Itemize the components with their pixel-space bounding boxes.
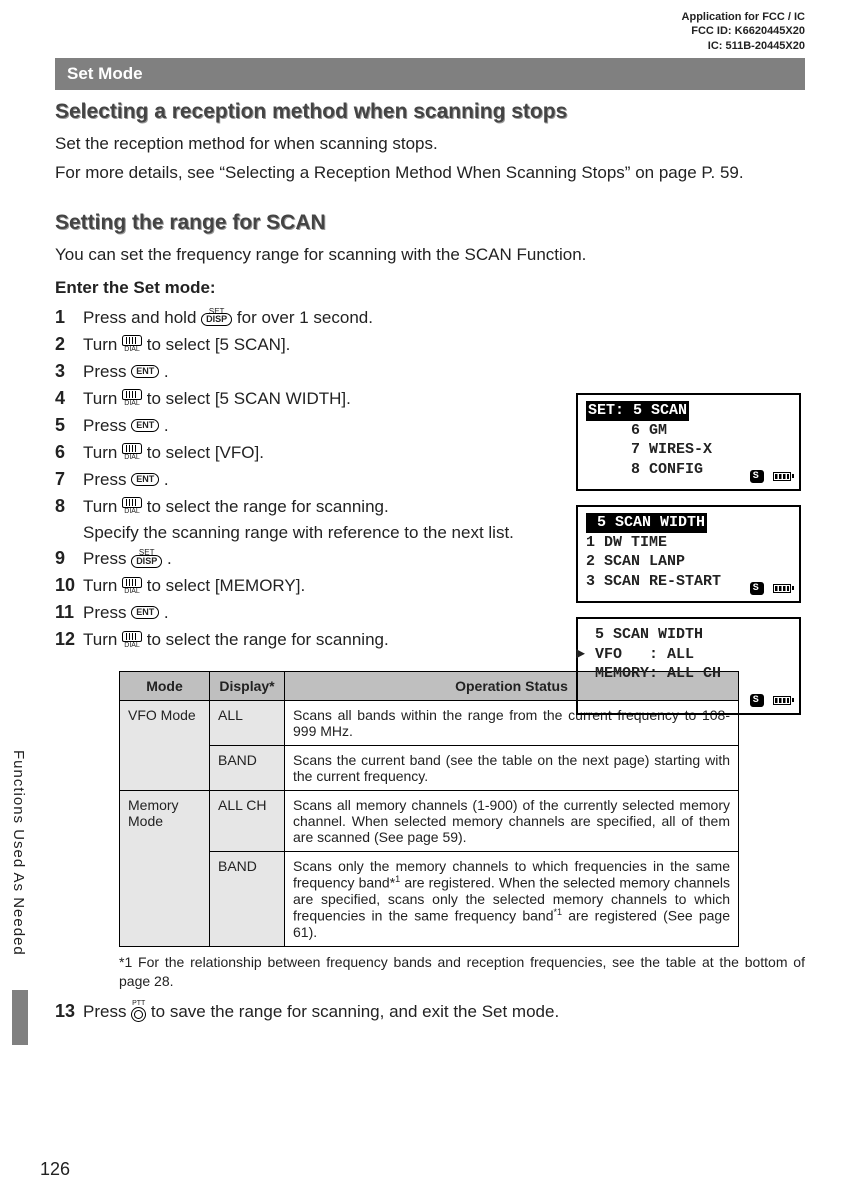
lcd-group: SET: 5 SCAN 6 GM 7 WIRES-X 8 CONFIG S 5 … xyxy=(576,393,801,729)
step-text: Press xyxy=(83,549,131,568)
step-11: 11 Press ENT . xyxy=(55,599,545,626)
steps-title: Enter the Set mode: xyxy=(55,278,805,298)
step-text: to select [5 SCAN]. xyxy=(147,335,291,354)
table-display: ALL CH xyxy=(210,791,285,852)
step-text: Press xyxy=(83,416,131,435)
table-desc: Scans the current band (see the table on… xyxy=(285,746,739,791)
paragraph: You can set the frequency range for scan… xyxy=(55,243,805,268)
step-text: to save the range for scanning, and exit… xyxy=(151,1002,559,1021)
paragraph: Set the reception method for when scanni… xyxy=(55,132,805,157)
dial-icon: DIAL xyxy=(122,631,142,649)
side-tab: Functions Used As Needed xyxy=(10,750,27,956)
disp-key-icon: SET DISP xyxy=(131,551,162,569)
step-9: 9 Press SET DISP . xyxy=(55,545,545,572)
step-text: Turn xyxy=(83,576,122,595)
set-mode-bar: Set Mode xyxy=(55,58,805,90)
step-6: 6 Turn DIAL to select [VFO]. xyxy=(55,439,545,466)
table-desc: Scans all memory channels (1-900) of the… xyxy=(285,791,739,852)
lcd-screen-2: 5 SCAN WIDTH 1 DW TIME 2 SCAN LANP 3 SCA… xyxy=(576,505,801,603)
paragraph: For more details, see “Selecting a Recep… xyxy=(55,161,805,186)
dial-icon: DIAL xyxy=(122,577,142,595)
step-1: 1 Press and hold SET DISP for over 1 sec… xyxy=(55,304,545,331)
ptt-icon: PTT xyxy=(131,1000,146,1022)
step-text: Press xyxy=(83,603,131,622)
step-8-sub: Specify the scanning range with referenc… xyxy=(83,520,545,546)
step-text: to select [5 SCAN WIDTH]. xyxy=(147,389,351,408)
footnote: *1 For the relationship between frequenc… xyxy=(119,953,805,992)
step-2: 2 Turn DIAL to select [5 SCAN]. xyxy=(55,331,545,358)
table-display: BAND xyxy=(210,852,285,946)
step-4: 4 Turn DIAL to select [5 SCAN WIDTH]. xyxy=(55,385,545,412)
dial-icon: DIAL xyxy=(122,497,142,515)
lcd-screen-3: 5 SCAN WIDTH ► VFO : ALL MEMORY: ALL CH … xyxy=(576,617,801,715)
step-text: to select [MEMORY]. xyxy=(147,576,305,595)
table-mode-memory: Memory Mode xyxy=(120,791,210,946)
disp-key-icon: SET DISP xyxy=(201,310,232,328)
step-7: 7 Press ENT . xyxy=(55,466,545,493)
step-12: 12 Turn DIAL to select the range for sca… xyxy=(55,626,545,653)
step-text: . xyxy=(164,470,169,489)
step-text: Turn xyxy=(83,497,122,516)
step-text: Turn xyxy=(83,335,122,354)
step-5: 5 Press ENT . xyxy=(55,412,545,439)
step-text: . xyxy=(164,416,169,435)
cert-line: IC: 511B-20445X20 xyxy=(682,39,805,53)
step-text: Press xyxy=(83,1002,131,1021)
step-text: Press xyxy=(83,470,131,489)
dial-icon: DIAL xyxy=(122,389,142,407)
step-text: Turn xyxy=(83,389,122,408)
lcd-screen-1: SET: 5 SCAN 6 GM 7 WIRES-X 8 CONFIG S xyxy=(576,393,801,491)
step-text: . xyxy=(164,362,169,381)
table-header-mode: Mode xyxy=(120,672,210,701)
step-text: for over 1 second. xyxy=(237,308,373,327)
side-tab-bar xyxy=(12,990,28,1045)
table-display: ALL xyxy=(210,701,285,746)
step-text: Press xyxy=(83,362,131,381)
ent-key-icon: ENT xyxy=(131,365,159,378)
step-10: 10 Turn DIAL to select [MEMORY]. xyxy=(55,572,545,599)
cert-line: FCC ID: K6620445X20 xyxy=(682,24,805,38)
page: Application for FCC / IC FCC ID: K662044… xyxy=(0,0,845,1202)
step-3: 3 Press ENT . xyxy=(55,358,545,385)
step-text: to select [VFO]. xyxy=(147,443,264,462)
table-display: BAND xyxy=(210,746,285,791)
step-text: Turn xyxy=(83,630,122,649)
ent-key-icon: ENT xyxy=(131,419,159,432)
table-desc: Scans only the memory channels to which … xyxy=(285,852,739,946)
table-mode-vfo: VFO Mode xyxy=(120,701,210,791)
dial-icon: DIAL xyxy=(122,443,142,461)
heading-setting-range: Setting the range for SCAN xyxy=(55,211,805,235)
table-header-display: Display* xyxy=(210,672,285,701)
step-text: Press and hold xyxy=(83,308,201,327)
step-text: . xyxy=(167,549,172,568)
step-text: to select the range for scanning. xyxy=(147,497,389,516)
cert-line: Application for FCC / IC xyxy=(682,10,805,24)
step-text: Turn xyxy=(83,443,122,462)
step-text: to select the range for scanning. xyxy=(147,630,389,649)
ent-key-icon: ENT xyxy=(131,606,159,619)
steps-list: 1 Press and hold SET DISP for over 1 sec… xyxy=(55,304,545,654)
step-8: 8 Turn DIAL to select the range for scan… xyxy=(55,493,545,520)
step-13: 13 Press PTT to save the range for scann… xyxy=(55,998,805,1025)
ent-key-icon: ENT xyxy=(131,473,159,486)
step-text: . xyxy=(164,603,169,622)
heading-selecting: Selecting a reception method when scanni… xyxy=(55,100,805,124)
certification-block: Application for FCC / IC FCC ID: K662044… xyxy=(682,10,805,53)
dial-icon: DIAL xyxy=(122,335,142,353)
page-number: 126 xyxy=(40,1159,70,1180)
